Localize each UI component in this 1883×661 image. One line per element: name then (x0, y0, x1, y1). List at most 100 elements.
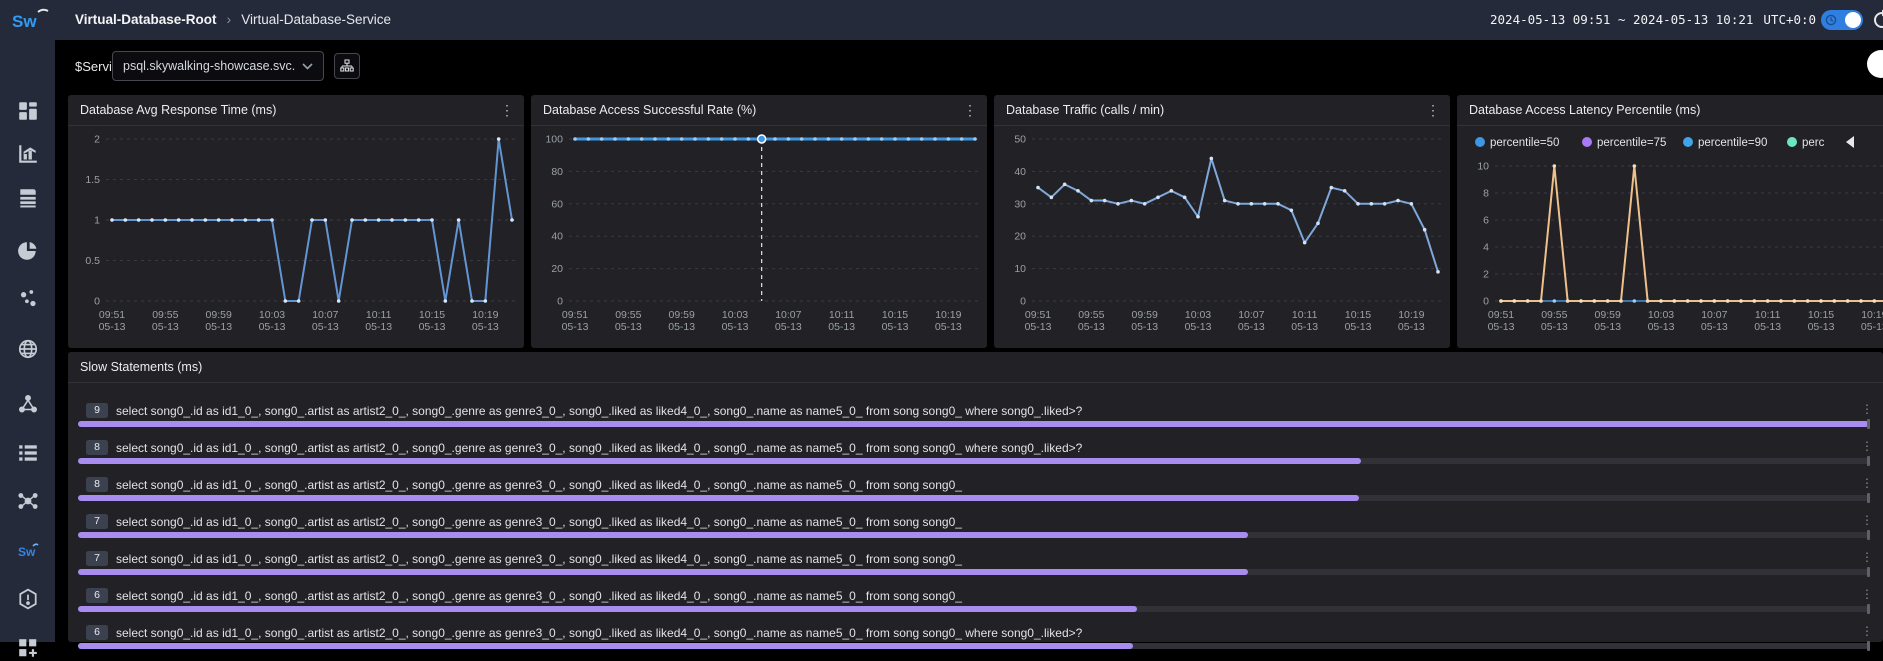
svg-text:percentile=90: percentile=90 (1698, 137, 1767, 149)
legend-entry[interactable]: percentile=75 (1582, 137, 1666, 149)
legend-scroll-left-icon[interactable] (1846, 136, 1854, 148)
skywalking-logo-icon: Sw (10, 6, 50, 34)
menu-list-icon[interactable] (17, 442, 39, 464)
statement-sql-text: select song0_.id as id1_0_, song0_.artis… (116, 589, 1849, 603)
trend-chart-icon[interactable] (17, 143, 39, 165)
svg-text:10:0705-13: 10:0705-13 (1701, 309, 1728, 333)
svg-text:10:1105-13: 10:1105-13 (1754, 309, 1781, 333)
svg-text:10:1105-13: 10:1105-13 (365, 309, 392, 333)
pie-chart-icon[interactable] (17, 240, 39, 262)
success-rate-chart[interactable]: 02040608010009:5105-1309:5505-1309:5905-… (531, 126, 987, 348)
svg-text:10:1905-13: 10:1905-13 (1861, 309, 1883, 333)
svg-text:1.5: 1.5 (85, 174, 100, 186)
statement-latency-badge: 9 (86, 403, 108, 418)
service-hierarchy-button[interactable] (334, 53, 360, 79)
panel-title: Database Traffic (calls / min) (1006, 103, 1164, 117)
svg-text:perc: perc (1802, 137, 1825, 149)
alert-shield-icon[interactable] (17, 588, 39, 610)
panel-latency-percentile: Database Access Latency Percentile (ms) … (1457, 95, 1883, 348)
statement-sql-text: select song0_.id as id1_0_, song0_.artis… (116, 552, 1849, 566)
latency-bar-endcap (1867, 456, 1870, 466)
chevron-down-icon (302, 63, 313, 70)
row-menu-icon[interactable]: ⋮ (1861, 513, 1873, 527)
latency-bar-endcap (1867, 641, 1870, 651)
sidebar: Sw (0, 40, 55, 642)
svg-text:10:1905-13: 10:1905-13 (935, 309, 962, 333)
skywalking-menu-icon[interactable]: Sw (17, 540, 39, 562)
latency-bar (78, 532, 1248, 538)
svg-text:Sw: Sw (12, 12, 37, 31)
scatter-dots-icon[interactable] (17, 287, 39, 309)
slow-statement-row[interactable]: 8select song0_.id as id1_0_, song0_.arti… (78, 476, 1873, 513)
statement-latency-badge: 7 (86, 551, 108, 566)
legend-entry[interactable]: percentile=90 (1683, 137, 1767, 149)
svg-text:09:5505-13: 09:5505-13 (1541, 309, 1568, 333)
svg-text:09:5105-13: 09:5105-13 (1488, 309, 1515, 333)
statement-latency-badge: 6 (86, 625, 108, 640)
svg-text:10:0305-13: 10:0305-13 (1185, 309, 1212, 333)
dashboard-grid-icon[interactable] (17, 100, 39, 122)
cluster-network-icon[interactable] (17, 490, 39, 512)
svg-text:80: 80 (551, 166, 563, 178)
row-menu-icon[interactable]: ⋮ (1861, 476, 1873, 490)
statement-sql-text: select song0_.id as id1_0_, song0_.artis… (116, 441, 1849, 455)
slow-statements-list: 9 select song0_.id as id1_0_, song0_.arti… (78, 392, 1873, 642)
topology-icon[interactable] (17, 393, 39, 415)
slow-statement-row[interactable]: 7select song0_.id as id1_0_, song0_.arti… (78, 513, 1873, 550)
service-select[interactable]: psql.skywalking-showcase.svc. (112, 51, 324, 81)
svg-text:0.5: 0.5 (85, 255, 100, 267)
svg-text:09:5505-13: 09:5505-13 (615, 309, 642, 333)
statement-latency-badge: 7 (86, 514, 108, 529)
svg-text:10:1505-13: 10:1505-13 (882, 309, 909, 333)
panel-menu-icon[interactable]: ⋮ (1426, 102, 1440, 118)
svg-text:09:5105-13: 09:5105-13 (99, 309, 126, 333)
layers-list-icon[interactable] (17, 187, 39, 209)
time-range-value[interactable]: 2024-05-13 09:51 ~ 2024-05-13 10:21 (1490, 12, 1753, 27)
slow-statement-row[interactable]: 7 select song0_.id as id1_0_, song0_.arti… (78, 550, 1873, 587)
row-menu-icon[interactable]: ⋮ (1861, 439, 1873, 453)
avg-response-time-chart[interactable]: 00.511.5209:5105-1309:5505-1309:5905-131… (68, 126, 524, 348)
statement-latency-badge: 8 (86, 440, 108, 455)
refresh-icon[interactable] (1871, 9, 1883, 31)
svg-text:09:5905-13: 09:5905-13 (668, 309, 695, 333)
latency-bar (78, 606, 1137, 612)
svg-text:10: 10 (1014, 263, 1026, 275)
panel-menu-icon[interactable]: ⋮ (963, 102, 977, 118)
panel-avg-response-time: Database Avg Response Time (ms) ⋮ 00.511… (68, 95, 524, 348)
row-menu-icon[interactable]: ⋮ (1861, 550, 1873, 564)
slow-statement-row[interactable]: 8 select song0_.id as id1_0_, song0_.arti… (78, 439, 1873, 476)
row-menu-icon[interactable]: ⋮ (1861, 402, 1873, 416)
auto-refresh-toggle[interactable] (1821, 10, 1863, 30)
svg-text:10:1505-13: 10:1505-13 (1345, 309, 1372, 333)
latency-bar (78, 643, 1133, 649)
statement-sql-text: select song0_.id as id1_0_, song0_.artis… (116, 626, 1849, 640)
slow-statement-row[interactable]: 6 select song0_.id as id1_0_, song0_.arti… (78, 624, 1873, 661)
panel-menu-icon[interactable]: ⋮ (500, 102, 514, 118)
svg-text:09:5105-13: 09:5105-13 (562, 309, 589, 333)
slow-statement-row[interactable]: 6select song0_.id as id1_0_, song0_.arti… (78, 587, 1873, 624)
latency-bar (78, 495, 1359, 501)
new-dashboard-icon[interactable] (17, 637, 39, 659)
time-range-picker[interactable]: 2024-05-13 09:51 ~ 2024-05-13 10:21UTC+0… (1490, 12, 1816, 27)
svg-text:20: 20 (1014, 231, 1026, 243)
statement-sql-text: select song0_.id as id1_0_, song0_.artis… (116, 478, 1849, 492)
slow-statement-row[interactable]: 9select song0_.id as id1_0_, song0_.arti… (78, 402, 1873, 439)
svg-text:6: 6 (1483, 215, 1489, 227)
traffic-chart[interactable]: 0102030405009:5105-1309:5505-1309:5905-1… (994, 126, 1450, 348)
service-select-value: psql.skywalking-showcase.svc. (123, 59, 302, 73)
globe-icon[interactable] (17, 338, 39, 360)
breadcrumb-root[interactable]: Virtual-Database-Root (75, 12, 217, 27)
edit-floating-button[interactable] (1867, 50, 1883, 78)
svg-text:10:0305-13: 10:0305-13 (1648, 309, 1675, 333)
legend-entry[interactable]: perc (1787, 137, 1825, 149)
legend-entry[interactable]: percentile=50 (1475, 137, 1559, 149)
svg-text:10:1505-13: 10:1505-13 (419, 309, 446, 333)
svg-text:2: 2 (94, 134, 100, 146)
latency-bar (78, 458, 1361, 464)
latency-percentile-chart[interactable]: 024681009:5105-1309:5505-1309:5905-1310:… (1457, 126, 1883, 348)
breadcrumb-separator-icon: › (227, 11, 232, 27)
breadcrumb: Virtual-Database-Root › Virtual-Database… (75, 11, 391, 27)
row-menu-icon[interactable]: ⋮ (1861, 587, 1873, 601)
row-menu-icon[interactable]: ⋮ (1861, 624, 1873, 638)
svg-text:60: 60 (551, 198, 563, 210)
